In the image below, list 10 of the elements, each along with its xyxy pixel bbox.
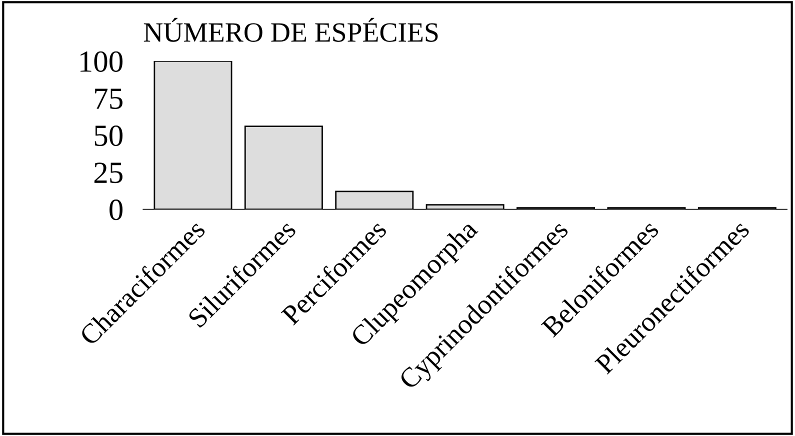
- chart-title: NÚMERO DE ESPÉCIES: [144, 18, 438, 42]
- y-tick-label: 25: [94, 162, 122, 184]
- y-tick-label: 75: [95, 88, 122, 109]
- y-tick-label: 100: [80, 51, 122, 72]
- y-tick-label: 0: [110, 200, 122, 220]
- bar: [244, 126, 323, 210]
- bar: [335, 190, 414, 210]
- bar: [426, 204, 504, 210]
- bar: [154, 61, 232, 210]
- y-tick-label: 50: [94, 125, 122, 146]
